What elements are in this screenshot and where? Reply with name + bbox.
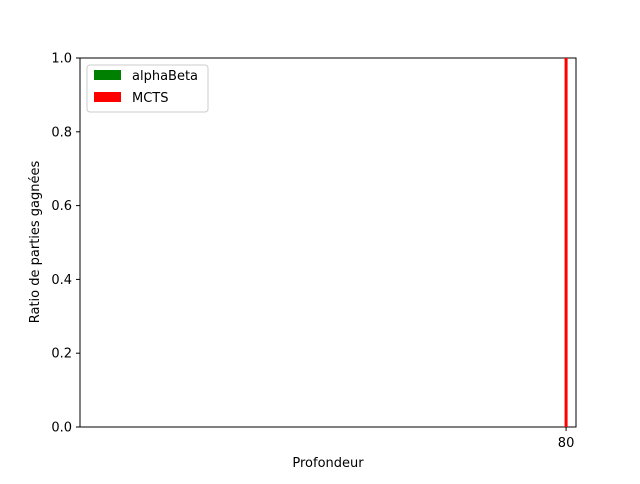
legend-swatch-mcts — [94, 92, 121, 102]
y-tick-label: 0.2 — [51, 347, 72, 362]
legend-label-alphabeta: alphaBeta — [132, 69, 198, 84]
bar-mcts — [564, 58, 568, 427]
bars-layer — [564, 58, 568, 427]
y-axis: 0.0 0.2 0.4 0.6 0.8 1.0 — [51, 52, 80, 436]
y-tick-label: 0.8 — [51, 125, 72, 140]
x-axis-label: Profondeur — [292, 456, 364, 471]
legend: alphaBeta MCTS — [86, 64, 209, 113]
x-axis: 80 — [558, 427, 575, 451]
y-axis-label: Ratio de parties gagnées — [28, 161, 43, 324]
legend-items: alphaBeta MCTS — [94, 69, 198, 106]
x-tick-label: 80 — [558, 436, 575, 451]
y-tick-label: 0.6 — [51, 199, 72, 214]
y-tick-label: 0.4 — [51, 273, 72, 288]
plot-area: 0.0 0.2 0.4 0.6 0.8 1.0 80 — [51, 52, 577, 451]
plot-frame — [79, 57, 577, 428]
y-tick-label: 0.0 — [51, 421, 72, 436]
y-tick-label: 1.0 — [51, 52, 72, 67]
legend-label-mcts: MCTS — [132, 91, 169, 106]
legend-swatch-alphabeta — [94, 70, 121, 80]
